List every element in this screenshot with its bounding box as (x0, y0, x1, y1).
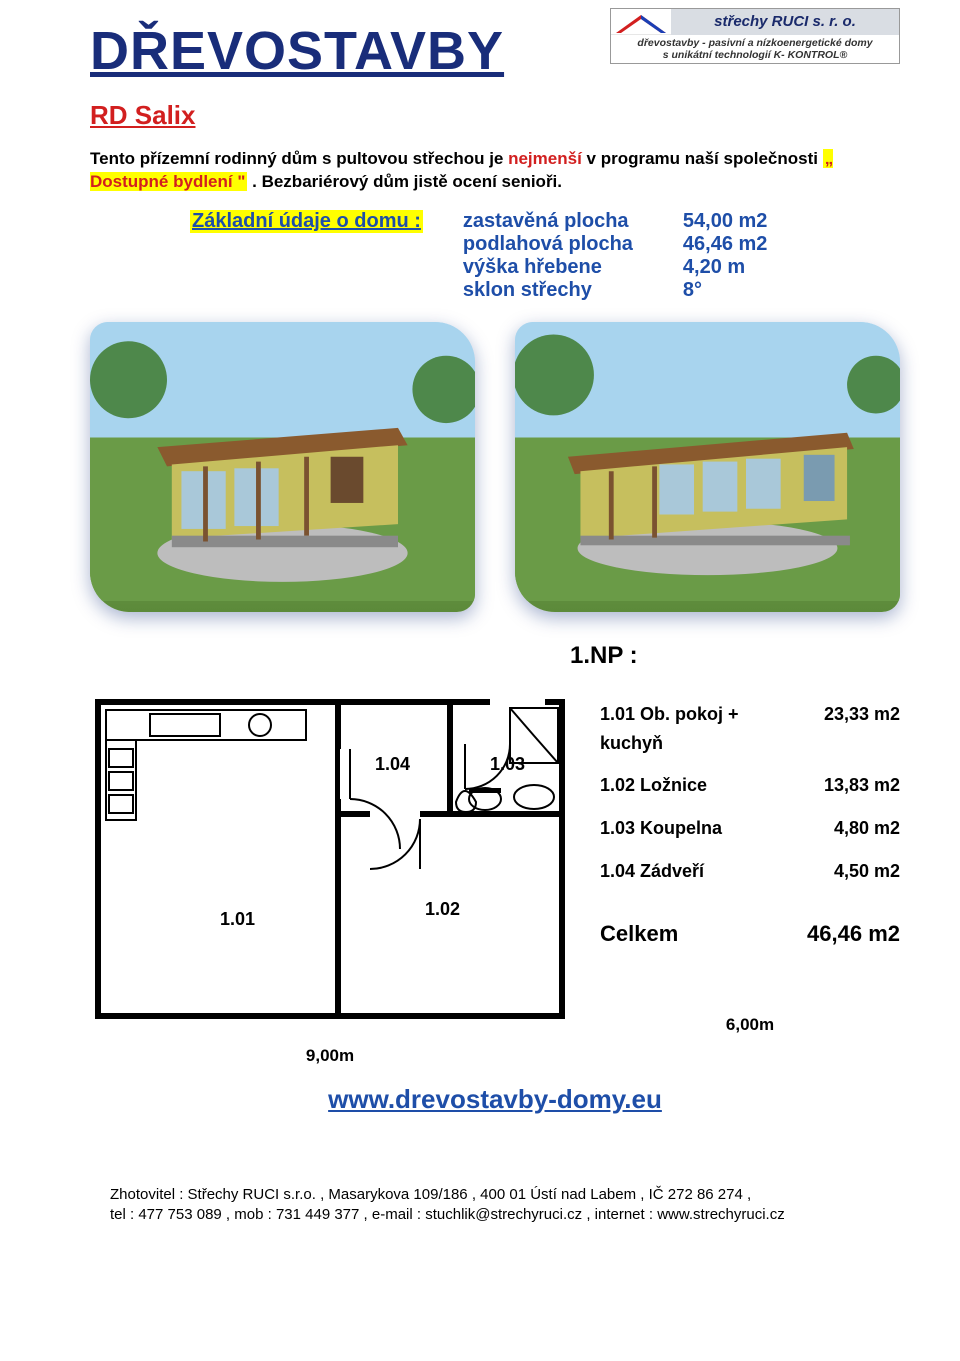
floorplan-diagram: 1.01 1.02 1.03 1.04 (90, 694, 570, 1054)
room-row: 1.01 Ob. pokoj + kuchyň23,33 m2 (600, 700, 900, 758)
room-total-val: 46,46 m2 (780, 916, 900, 951)
plan-row: 1.01 1.02 1.03 1.04 1.01 Ob. pokoj + kuc… (90, 694, 900, 1054)
company-logo-banner: střechy RUCI s. r. o. dřevostavby - pasi… (610, 8, 900, 64)
footer: Zhotovitel : Střechy RUCI s.r.o. , Masar… (110, 1185, 900, 1226)
intro-text-1: Tento přízemní rodinný dům s pultovou st… (90, 149, 508, 168)
room-key: 1.04 Zádveří (600, 857, 780, 886)
footer-email-link[interactable]: stuchlik@strechyruci.cz (425, 1206, 582, 1223)
rooms-table: 1.01 Ob. pokoj + kuchyň23,33 m2 1.02 Lož… (600, 694, 900, 1054)
room-key: 1.01 Ob. pokoj + kuchyň (600, 700, 780, 758)
specs-heading: Základní údaje o domu : (190, 210, 423, 233)
spec-val: 46,46 m2 (683, 233, 803, 256)
room-total-key: Celkem (600, 916, 780, 951)
spec-row: sklon střechy 8° (463, 279, 803, 302)
spec-row: podlahová plocha46,46 m2 (463, 233, 803, 256)
room-val: 13,83 m2 (780, 771, 900, 800)
specs-section: Základní údaje o domu : zastavěná plocha… (190, 210, 900, 302)
room-val: 4,50 m2 (780, 857, 900, 886)
spec-row: zastavěná plocha54,00 m2 (463, 210, 803, 233)
room-label-102: 1.02 (425, 899, 460, 920)
intro-highlight-1: nejmenší (508, 149, 582, 168)
room-key: 1.02 Ložnice (600, 771, 780, 800)
render-row (90, 322, 900, 612)
room-val: 23,33 m2 (780, 700, 900, 758)
room-row: 1.04 Zádveří4,50 m2 (600, 857, 900, 886)
footer-line1: Zhotovitel : Střechy RUCI s.r.o. , Masar… (110, 1186, 751, 1203)
roof-icon (611, 9, 671, 35)
room-row: 1.03 Koupelna4,80 m2 (600, 814, 900, 843)
intro-text-2: v programu naší společnosti (582, 149, 823, 168)
website-link[interactable]: www.drevostavby-domy.eu (90, 1084, 900, 1115)
room-total-row: Celkem46,46 m2 (600, 916, 900, 951)
logo-brand-text: střechy RUCI s. r. o. (671, 9, 899, 35)
logo-sub-line1: dřevostavby - pasivní a nízkoenergetické… (637, 37, 872, 49)
logo-top-row: střechy RUCI s. r. o. (611, 9, 899, 35)
spec-key: zastavěná plocha (463, 210, 683, 233)
spec-key: výška hřebene (463, 256, 683, 279)
logo-sub-line2: s unikátní technologií K- KONTROL® (663, 49, 847, 61)
house-render-2 (515, 322, 900, 612)
room-key: 1.03 Koupelna (600, 814, 780, 843)
page: střechy RUCI s. r. o. dřevostavby - pasi… (0, 0, 960, 1255)
spec-key: sklon střechy (463, 279, 683, 302)
room-label-101: 1.01 (220, 909, 255, 930)
room-label-103: 1.03 (490, 754, 525, 775)
room-val: 4,80 m2 (780, 814, 900, 843)
intro-paragraph: Tento přízemní rodinný dům s pultovou st… (90, 148, 900, 194)
floor-label: 1.NP : (570, 642, 900, 670)
house-render-1 (90, 322, 475, 612)
intro-text-3: . Bezbariérový dům jistě ocení senioři. (247, 172, 562, 191)
spec-row: výška hřebene 4,20 m (463, 256, 803, 279)
specs-table: zastavěná plocha54,00 m2 podlahová ploch… (463, 210, 803, 302)
footer-line2-mid: , internet : (582, 1206, 657, 1223)
spec-val: 8° (683, 279, 803, 302)
footer-line2-pre: tel : 477 753 089 , mob : 731 449 377 , … (110, 1206, 425, 1223)
room-row: 1.02 Ložnice13,83 m2 (600, 771, 900, 800)
product-subtitle: RD Salix (90, 100, 900, 131)
room-label-104: 1.04 (375, 754, 410, 775)
logo-subtitle: dřevostavby - pasivní a nízkoenergetické… (611, 35, 899, 63)
footer-web-link[interactable]: www.strechyruci.cz (657, 1206, 785, 1223)
spec-val: 54,00 m2 (683, 210, 803, 233)
spec-val: 4,20 m (683, 256, 803, 279)
floorplan-dim-height: 6,00m (600, 1011, 900, 1038)
spec-key: podlahová plocha (463, 233, 683, 256)
